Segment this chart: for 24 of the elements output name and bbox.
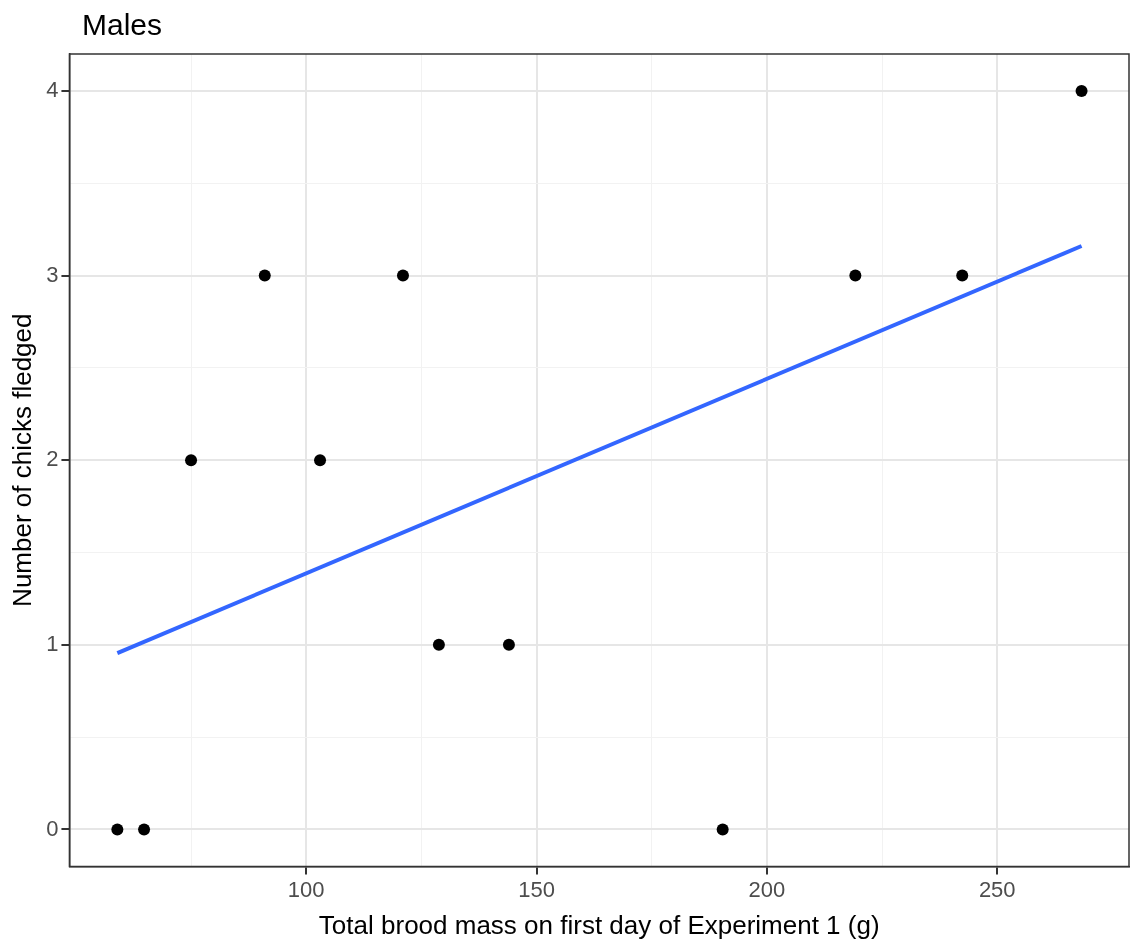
point xyxy=(258,269,271,282)
x-axis-title: Total brood mass on first day of Experiment 1 (g) xyxy=(318,909,880,940)
point xyxy=(396,269,409,282)
y-tick-label: 0 xyxy=(46,815,59,841)
y-tick-label: 2 xyxy=(46,446,59,472)
point xyxy=(185,454,198,467)
chart-title: Males xyxy=(82,8,163,42)
point xyxy=(138,823,151,836)
point xyxy=(432,638,445,651)
point xyxy=(716,823,729,836)
y-tick-label: 1 xyxy=(46,630,59,656)
point xyxy=(1075,84,1088,97)
point xyxy=(314,454,327,467)
point xyxy=(502,638,515,651)
point xyxy=(111,823,124,836)
x-tick-label: 150 xyxy=(518,876,555,902)
y-axis-title: Number of chicks fledged xyxy=(6,313,37,607)
y-tick-label: 4 xyxy=(46,76,59,102)
point xyxy=(849,269,862,282)
y-tick-label: 3 xyxy=(46,261,59,287)
x-tick-label: 100 xyxy=(287,876,325,902)
x-tick-label: 250 xyxy=(978,876,1016,902)
x-tick-label: 200 xyxy=(748,876,786,902)
point xyxy=(956,269,969,282)
